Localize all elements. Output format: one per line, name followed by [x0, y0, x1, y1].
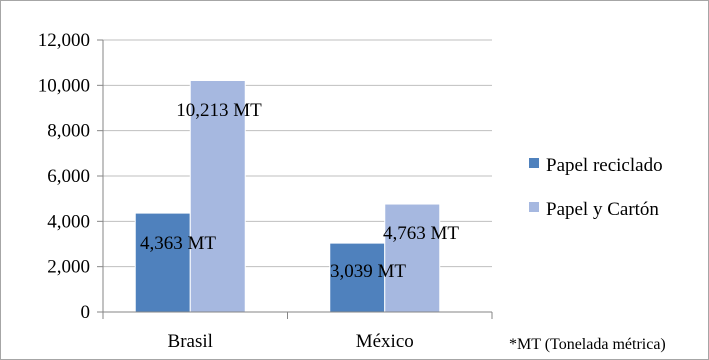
y-tick-label: 6,000 [47, 166, 90, 187]
footnote: *MT (Tonelada métrica) [509, 336, 666, 353]
y-tick-label: 4,000 [47, 211, 90, 232]
data-label: 4,363 MT [140, 233, 216, 254]
legend-label: Papel reciclado [546, 155, 663, 176]
legend-swatch [529, 158, 539, 168]
y-tick-label: 10,000 [38, 75, 90, 96]
legend-label: Papel y Cartón [546, 199, 659, 220]
y-tick-label: 2,000 [47, 257, 90, 278]
legend-swatch [529, 202, 539, 212]
y-tick-label: 8,000 [47, 121, 90, 142]
bar[interactable] [384, 203, 441, 313]
data-label: 4,763 MT [383, 223, 459, 244]
x-tick-label: Brasil [168, 331, 213, 352]
data-label: 10,213 MT [176, 100, 262, 121]
y-tick-label: 0 [81, 302, 91, 323]
y-tick-label: 12,000 [38, 30, 90, 51]
bar[interactable] [189, 80, 246, 313]
x-tick-label: México [356, 331, 414, 352]
bar[interactable] [134, 212, 191, 313]
data-label: 3,039 MT [330, 261, 406, 282]
